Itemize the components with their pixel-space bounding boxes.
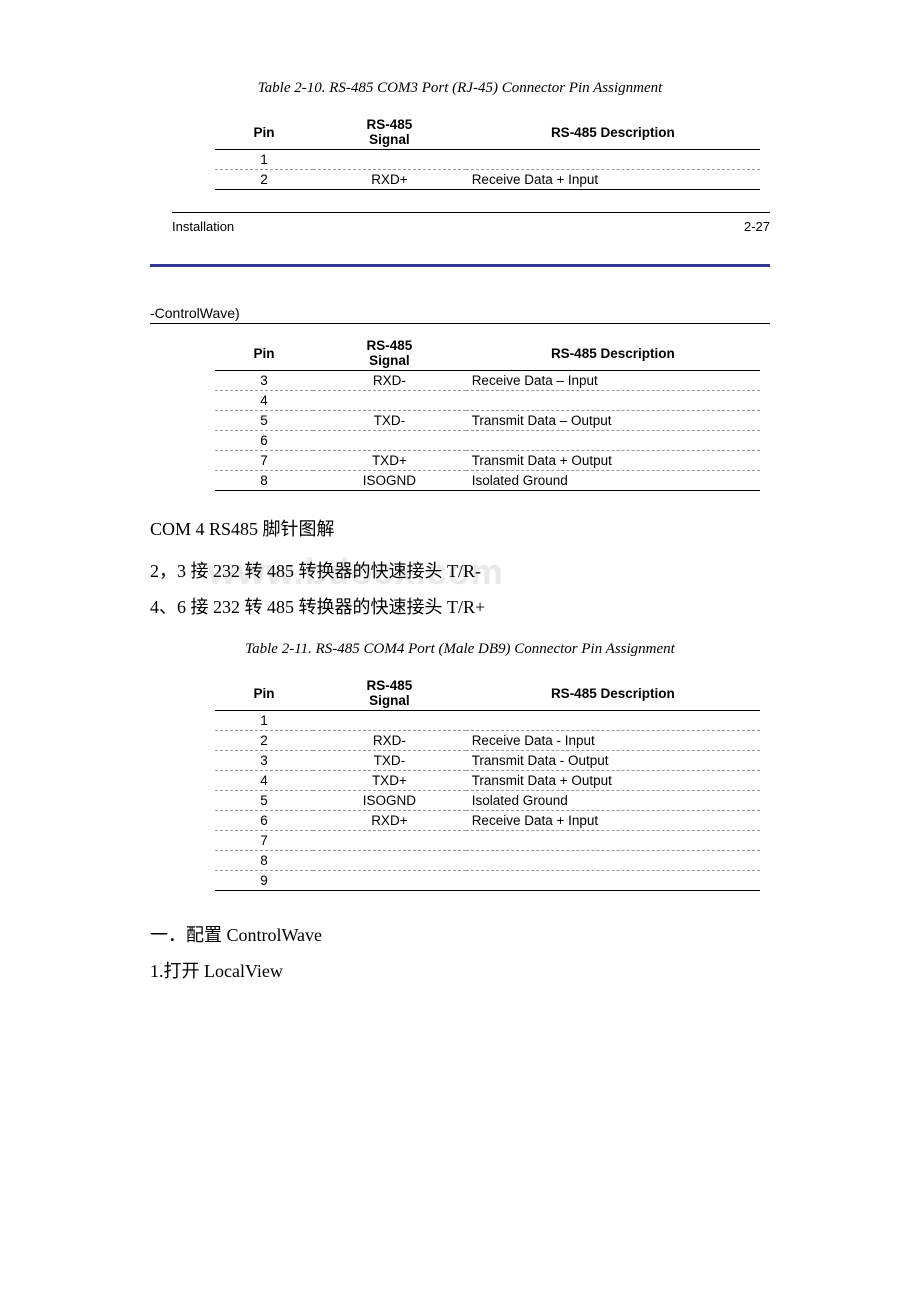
cell-desc: Isolated Ground xyxy=(466,791,760,811)
cell-pin: 2 xyxy=(215,170,313,190)
table1-title: Table 2-10. RS-485 COM3 Port (RJ-45) Con… xyxy=(150,80,770,97)
table2-header-pin: Pin xyxy=(215,336,313,371)
table1-header-signal: RS-485Signal xyxy=(313,115,466,150)
cell-desc xyxy=(466,871,760,891)
table1: Pin RS-485Signal RS-485 Description 1 2 … xyxy=(215,115,760,190)
table-row: 9 xyxy=(215,871,760,891)
cell-signal: TXD+ xyxy=(313,451,466,471)
cell-pin: 5 xyxy=(215,411,313,431)
cell-signal xyxy=(313,431,466,451)
cell-signal xyxy=(313,871,466,891)
cell-pin: 3 xyxy=(215,751,313,771)
cell-desc xyxy=(466,150,760,170)
table-row: 4 xyxy=(215,391,760,411)
footer-right: 2-27 xyxy=(744,219,770,234)
cell-desc xyxy=(466,831,760,851)
cell-signal: ISOGND xyxy=(313,791,466,811)
cell-desc: Receive Data - Input xyxy=(466,731,760,751)
page-footer: Installation 2-27 xyxy=(172,212,770,234)
cell-signal: ISOGND xyxy=(313,471,466,491)
section-label: -ControlWave) xyxy=(150,305,770,321)
cell-desc: Receive Data + Input xyxy=(466,170,760,190)
cell-desc: Receive Data + Input xyxy=(466,811,760,831)
cell-desc xyxy=(466,851,760,871)
cell-pin: 5 xyxy=(215,791,313,811)
table-row: 6 xyxy=(215,431,760,451)
cell-desc: Isolated Ground xyxy=(466,471,760,491)
table-row: 8 ISOGND Isolated Ground xyxy=(215,471,760,491)
cell-signal xyxy=(313,851,466,871)
cell-signal: RXD+ xyxy=(313,170,466,190)
table2-header-signal: RS-485Signal xyxy=(313,336,466,371)
cell-pin: 6 xyxy=(215,811,313,831)
table-row: 3 TXD- Transmit Data - Output xyxy=(215,751,760,771)
divider-thin xyxy=(150,323,770,324)
cell-signal: RXD- xyxy=(313,371,466,391)
para-com4-title: COM 4 RS485 脚针图解 xyxy=(150,515,770,541)
para-config-title: 一．配置 ControlWave xyxy=(150,921,770,947)
table1-header-desc: RS-485 Description xyxy=(466,115,760,150)
divider-thick xyxy=(150,264,770,267)
cell-desc: Transmit Data + Output xyxy=(466,451,760,471)
cell-signal xyxy=(313,391,466,411)
cell-pin: 8 xyxy=(215,851,313,871)
cell-signal xyxy=(313,711,466,731)
cell-pin: 4 xyxy=(215,771,313,791)
table-row: 3 RXD- Receive Data – Input xyxy=(215,371,760,391)
para-wiring-2: 4、6 接 232 转 485 转换器的快速接头 T/R+ xyxy=(150,593,770,619)
cell-pin: 3 xyxy=(215,371,313,391)
cell-desc: Receive Data – Input xyxy=(466,371,760,391)
table2: Pin RS-485Signal RS-485 Description 3 RX… xyxy=(215,336,760,491)
table-row: 8 xyxy=(215,851,760,871)
table-row: 7 TXD+ Transmit Data + Output xyxy=(215,451,760,471)
table-row: 1 xyxy=(215,711,760,731)
table3: Pin RS-485Signal RS-485 Description 1 2 … xyxy=(215,676,760,891)
cell-pin: 6 xyxy=(215,431,313,451)
cell-pin: 9 xyxy=(215,871,313,891)
para-wiring-1: 2，3 接 232 转 485 转换器的快速接头 T/R- xyxy=(150,557,770,583)
table-row: 5 TXD- Transmit Data – Output xyxy=(215,411,760,431)
table3-header-signal: RS-485Signal xyxy=(313,676,466,711)
table1-header-pin: Pin xyxy=(215,115,313,150)
cell-pin: 4 xyxy=(215,391,313,411)
table3-header-desc: RS-485 Description xyxy=(466,676,760,711)
cell-desc xyxy=(466,431,760,451)
cell-desc: Transmit Data - Output xyxy=(466,751,760,771)
table-row: 5 ISOGND Isolated Ground xyxy=(215,791,760,811)
cell-signal xyxy=(313,150,466,170)
cell-pin: 8 xyxy=(215,471,313,491)
table-row: 4 TXD+ Transmit Data + Output xyxy=(215,771,760,791)
cell-signal: TXD- xyxy=(313,411,466,431)
table-row: 1 xyxy=(215,150,760,170)
cell-signal: TXD- xyxy=(313,751,466,771)
cell-signal: RXD- xyxy=(313,731,466,751)
cell-desc: Transmit Data + Output xyxy=(466,771,760,791)
cell-signal xyxy=(313,831,466,851)
table-row: 7 xyxy=(215,831,760,851)
table-row: 2 RXD+ Receive Data + Input xyxy=(215,170,760,190)
table2-header-desc: RS-485 Description xyxy=(466,336,760,371)
table-row: 2 RXD- Receive Data - Input xyxy=(215,731,760,751)
cell-pin: 1 xyxy=(215,711,313,731)
cell-signal: TXD+ xyxy=(313,771,466,791)
para-step-1: 1.打开 LocalView xyxy=(150,957,770,983)
cell-pin: 7 xyxy=(215,831,313,851)
cell-desc xyxy=(466,711,760,731)
cell-desc: Transmit Data – Output xyxy=(466,411,760,431)
cell-pin: 7 xyxy=(215,451,313,471)
cell-pin: 2 xyxy=(215,731,313,751)
table3-header-pin: Pin xyxy=(215,676,313,711)
table3-title: Table 2-11. RS-485 COM4 Port (Male DB9) … xyxy=(150,641,770,658)
footer-left: Installation xyxy=(172,219,234,234)
cell-signal: RXD+ xyxy=(313,811,466,831)
cell-desc xyxy=(466,391,760,411)
table-row: 6 RXD+ Receive Data + Input xyxy=(215,811,760,831)
cell-pin: 1 xyxy=(215,150,313,170)
